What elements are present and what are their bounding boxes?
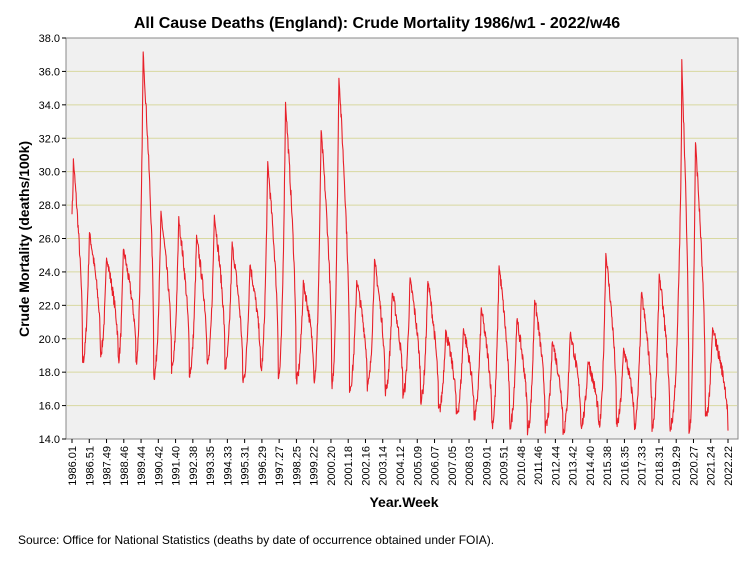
x-tick-label: 2022.22 xyxy=(723,446,735,486)
x-tick-label: 2013.42 xyxy=(568,446,580,486)
y-tick-label: 30.0 xyxy=(39,167,60,179)
y-tick-label: 16.0 xyxy=(39,401,60,413)
x-tick-label: 1988.46 xyxy=(119,446,131,486)
x-tick-label: 1997.27 xyxy=(274,446,286,486)
x-tick-label: 1990.42 xyxy=(153,446,165,486)
x-tick-label: 2009.01 xyxy=(481,446,493,486)
x-tick-label: 2021.24 xyxy=(706,446,718,486)
y-axis-title: Crude Mortality (deaths/100k) xyxy=(16,141,32,337)
x-tick-label: 1986.51 xyxy=(84,446,96,486)
x-tick-label: 2018.31 xyxy=(654,446,666,486)
y-tick-label: 34.0 xyxy=(39,100,60,112)
x-tick-label: 2009.51 xyxy=(499,446,511,486)
y-tick-label: 14.0 xyxy=(39,434,60,446)
x-tick-label: 2019.29 xyxy=(671,446,683,486)
x-tick-label: 2010.48 xyxy=(516,446,528,486)
x-tick-label: 1989.44 xyxy=(136,446,148,486)
x-tick-label: 2005.09 xyxy=(412,446,424,486)
y-tick-label: 28.0 xyxy=(39,200,60,212)
y-tick-label: 32.0 xyxy=(39,133,60,145)
x-tick-label: 2003.14 xyxy=(378,446,390,486)
x-tick-label: 2017.33 xyxy=(637,446,649,486)
x-tick-label: 1996.29 xyxy=(257,446,269,486)
x-tick-label: 2008.03 xyxy=(464,446,476,486)
x-tick-label: 1987.49 xyxy=(102,446,114,486)
x-tick-label: 2014.40 xyxy=(585,446,597,486)
gridlines xyxy=(67,70,737,407)
x-tick-label: 2007.05 xyxy=(447,446,459,486)
chart-title: All Cause Deaths (England): Crude Mortal… xyxy=(134,15,620,32)
y-tick-label: 24.0 xyxy=(39,267,60,279)
x-tick-label: 2012.44 xyxy=(550,446,562,486)
mortality-series-line xyxy=(71,51,729,436)
x-tick-label: 2001.18 xyxy=(343,446,355,486)
x-tick-label: 2011.46 xyxy=(533,446,545,485)
x-tick-label: 2002.16 xyxy=(360,446,372,486)
x-tick-label: 2000.20 xyxy=(326,446,338,486)
y-tick-label: 26.0 xyxy=(39,234,60,246)
x-axis-title: Year.Week xyxy=(369,494,438,510)
y-tick-label: 20.0 xyxy=(39,334,60,346)
x-tick-label: 1992.38 xyxy=(188,446,200,486)
series-line xyxy=(71,51,729,436)
y-tick-label: 36.0 xyxy=(39,66,60,78)
x-tick-label: 2004.12 xyxy=(395,446,407,486)
x-tick-label: 1986.01 xyxy=(67,446,79,486)
x-axis: 1986.01 1986.51 1987.49 1988.46 1989.44 1990.… xyxy=(67,439,735,486)
x-tick-label: 1999.22 xyxy=(309,446,321,486)
y-tick-label: 22.0 xyxy=(39,300,60,312)
y-tick-label: 38.0 xyxy=(39,33,60,45)
x-tick-label: 1994.33 xyxy=(222,446,234,486)
x-tick-label: 1993.35 xyxy=(205,446,217,486)
y-tick-label: 18.0 xyxy=(39,367,60,379)
x-tick-label: 2020.27 xyxy=(688,446,700,486)
x-tick-label: 1998.25 xyxy=(291,446,303,486)
source-note: Source: Office for National Statistics (… xyxy=(18,533,495,547)
x-tick-label: 2015.38 xyxy=(602,446,614,486)
x-tick-label: 2016.35 xyxy=(619,446,631,486)
x-tick-label: 1995.31 xyxy=(240,446,252,486)
x-tick-label: 2006.07 xyxy=(430,446,442,486)
x-tick-label: 1991.40 xyxy=(171,446,183,486)
y-axis: 14.0 16.0 18.0 20.0 22.0 24.0 26.0 28.0 30.0 32.0… xyxy=(39,33,66,446)
